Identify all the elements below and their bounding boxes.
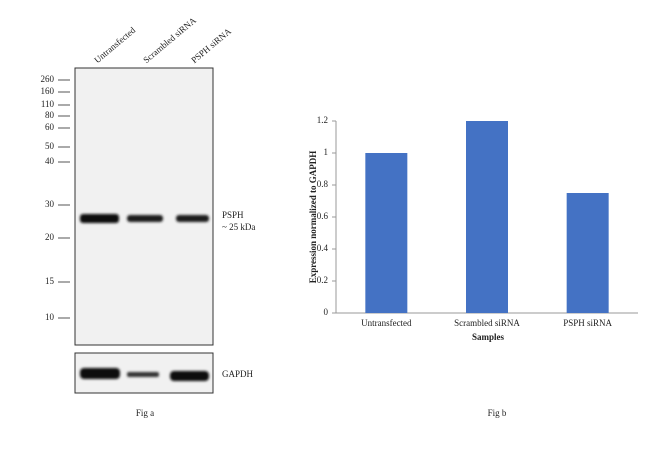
blot-membrane xyxy=(74,67,214,346)
y-tick-label: 0.6 xyxy=(317,211,329,221)
bands xyxy=(80,214,209,381)
band xyxy=(127,372,159,377)
bar xyxy=(466,121,508,313)
band xyxy=(80,368,120,379)
caption: Fig b xyxy=(488,408,507,418)
marker-label: 30 xyxy=(45,199,55,209)
x-axis-title: Samples xyxy=(472,332,505,342)
marker-label: 10 xyxy=(45,312,55,322)
marker-label: 80 xyxy=(45,110,55,120)
marker-label: 110 xyxy=(41,99,55,109)
lane-label: Untransfected xyxy=(92,25,137,65)
marker-label: 50 xyxy=(45,141,55,151)
bar xyxy=(365,153,408,313)
y-tick-label: 1.2 xyxy=(317,115,328,125)
x-tick-label: Untransfected xyxy=(361,318,412,328)
band xyxy=(176,215,209,222)
x-tick-label: Scrambled siRNA xyxy=(454,318,520,328)
band xyxy=(80,214,119,223)
caption: Fig a xyxy=(136,408,154,418)
control-label: GAPDH xyxy=(222,369,254,379)
target-label: PSPH xyxy=(222,210,244,220)
y-axis-title: Expression normalized to GAPDH xyxy=(308,151,318,284)
marker-label: 260 xyxy=(41,74,55,84)
band xyxy=(170,371,209,381)
marker-label: 20 xyxy=(45,232,55,242)
marker-label: 60 xyxy=(45,122,55,132)
y-tick-label: 0.8 xyxy=(317,179,329,189)
marker-label: 40 xyxy=(45,156,55,166)
y-tick-label: 1 xyxy=(324,147,329,157)
x-tick-label: PSPH siRNA xyxy=(563,318,612,328)
target-size: ~ 25 kDa xyxy=(222,222,255,232)
marker-label: 160 xyxy=(41,86,55,96)
y-tick-label: 0.2 xyxy=(317,275,328,285)
marker-label: 15 xyxy=(45,276,55,286)
y-tick-label: 0.4 xyxy=(317,243,329,253)
band xyxy=(127,215,163,222)
bar xyxy=(566,193,609,313)
lane-label: PSPH siRNA xyxy=(189,26,233,65)
y-tick-label: 0 xyxy=(324,307,329,317)
